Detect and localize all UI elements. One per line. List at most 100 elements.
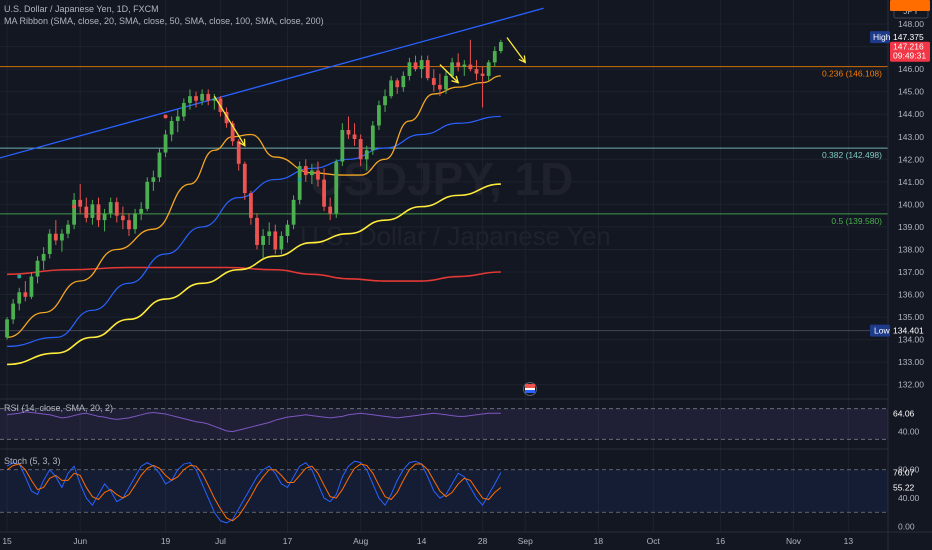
candle-down <box>328 197 333 221</box>
candle-body <box>492 51 497 63</box>
candle-body <box>389 80 394 97</box>
signal-dot <box>72 204 77 209</box>
time-tick-label: 17 <box>283 536 293 546</box>
signal-dot <box>17 274 22 279</box>
candle-up <box>285 220 290 243</box>
candle-body <box>438 84 442 90</box>
candle-down <box>242 161 247 200</box>
candle-up <box>35 256 40 284</box>
ma100-line <box>7 183 501 366</box>
price-tick-label: 145.00 <box>898 87 924 97</box>
candle-body <box>212 98 217 101</box>
candle-body <box>133 213 137 230</box>
candle-body <box>17 292 22 304</box>
annotation-arrow[interactable] <box>213 95 246 147</box>
candle-body <box>41 253 46 261</box>
candle-body <box>328 206 333 214</box>
stoch-legend[interactable]: Stoch (5, 3, 3) <box>4 456 61 466</box>
annotation-arrow[interactable] <box>506 37 527 64</box>
ma50-line <box>7 115 501 348</box>
candle-body <box>60 233 64 241</box>
candle-body <box>316 170 320 180</box>
candle-up <box>169 116 174 142</box>
candle-down <box>480 66 485 108</box>
price-tick-label: 144.00 <box>898 109 924 119</box>
candle-up <box>60 229 64 252</box>
price-tick-label: 143.00 <box>898 132 924 142</box>
ma20-line <box>6 75 501 339</box>
candle-body <box>309 170 314 176</box>
candle-body <box>340 129 345 162</box>
candle-body <box>401 75 406 88</box>
stoch-k-line <box>6 460 502 524</box>
candle-up <box>188 89 192 110</box>
candles <box>5 39 503 340</box>
stoch-d-tag-text: 55.22 <box>893 482 915 492</box>
time-tick-label: Sep <box>518 536 533 546</box>
candle-body <box>346 129 351 135</box>
arrow-head <box>451 75 460 84</box>
candle-up <box>407 57 412 81</box>
candle-body <box>444 75 448 90</box>
candle-up <box>139 202 144 221</box>
candle-up <box>309 163 314 185</box>
ma-ribbon <box>6 75 501 366</box>
candle-up <box>29 272 34 300</box>
candle-body <box>255 217 259 245</box>
candle-down <box>206 89 211 106</box>
ma200-line <box>7 266 501 282</box>
candle-up <box>389 75 394 99</box>
candle-body <box>480 73 485 76</box>
candle-down <box>255 213 259 250</box>
candle-body <box>120 215 125 221</box>
candle-body <box>194 96 198 101</box>
candle-down <box>438 73 442 97</box>
arrow-shaft <box>439 64 459 84</box>
candle-body <box>66 224 70 234</box>
candle-up <box>200 89 205 106</box>
stoch-d-tag: 55.22 <box>890 0 930 492</box>
stoch-k-tag-text: 76.07 <box>893 468 915 478</box>
candle-up <box>145 177 150 212</box>
candle-body <box>151 177 156 182</box>
flag-icon[interactable] <box>523 382 537 396</box>
rsi-legend[interactable]: RSI (14, close, SMA, 20, 2) <box>4 403 113 413</box>
candle-up <box>340 123 345 167</box>
candle-body <box>200 93 205 101</box>
stoch-band <box>0 469 888 513</box>
annotation-arrow[interactable] <box>439 64 460 84</box>
price-tick-label: 148.00 <box>898 19 924 29</box>
price-tick-label: 133.00 <box>898 357 924 367</box>
last-price-bg <box>890 41 930 62</box>
rsi-pane: 40.00 <box>0 408 920 440</box>
candle-down <box>78 184 83 214</box>
candle-down <box>236 139 241 171</box>
candle-body <box>273 231 278 250</box>
candle-up <box>181 98 186 121</box>
annotation-arrows[interactable] <box>213 37 527 147</box>
high-label: High <box>873 32 891 42</box>
signal-dot <box>322 193 327 198</box>
candle-up <box>133 208 137 234</box>
candle-up <box>267 222 272 245</box>
time-tick-label: 13 <box>844 536 854 546</box>
candle-up <box>108 197 113 218</box>
candle-down <box>127 213 131 236</box>
candle-body <box>96 204 101 221</box>
candle-body <box>157 152 162 178</box>
time-axis[interactable]: 15 Jun 19 Jul 17 Aug 14 28 Sep 18 Oct 16 Nov 13 <box>2 536 853 546</box>
candle-down <box>23 281 28 302</box>
fib-label-0.382: 0.382 (142.498) <box>822 150 882 160</box>
candle-up <box>66 220 70 239</box>
time-tick-label: Aug <box>353 536 368 546</box>
candle-body <box>206 93 211 101</box>
trendline[interactable] <box>0 7 544 159</box>
candle-up <box>492 46 497 67</box>
ma-ribbon-legend[interactable]: MA Ribbon (SMA, close, 20, SMA, close, 5… <box>4 16 324 26</box>
trendline-group[interactable] <box>0 7 544 159</box>
candle-up <box>5 317 9 340</box>
high-price-tag-text: 147.375 <box>893 32 924 42</box>
candle-body <box>163 134 168 153</box>
price-axis[interactable]: 132.00 133.00 134.00 135.00 136.00 137.00 138.… <box>898 19 924 390</box>
